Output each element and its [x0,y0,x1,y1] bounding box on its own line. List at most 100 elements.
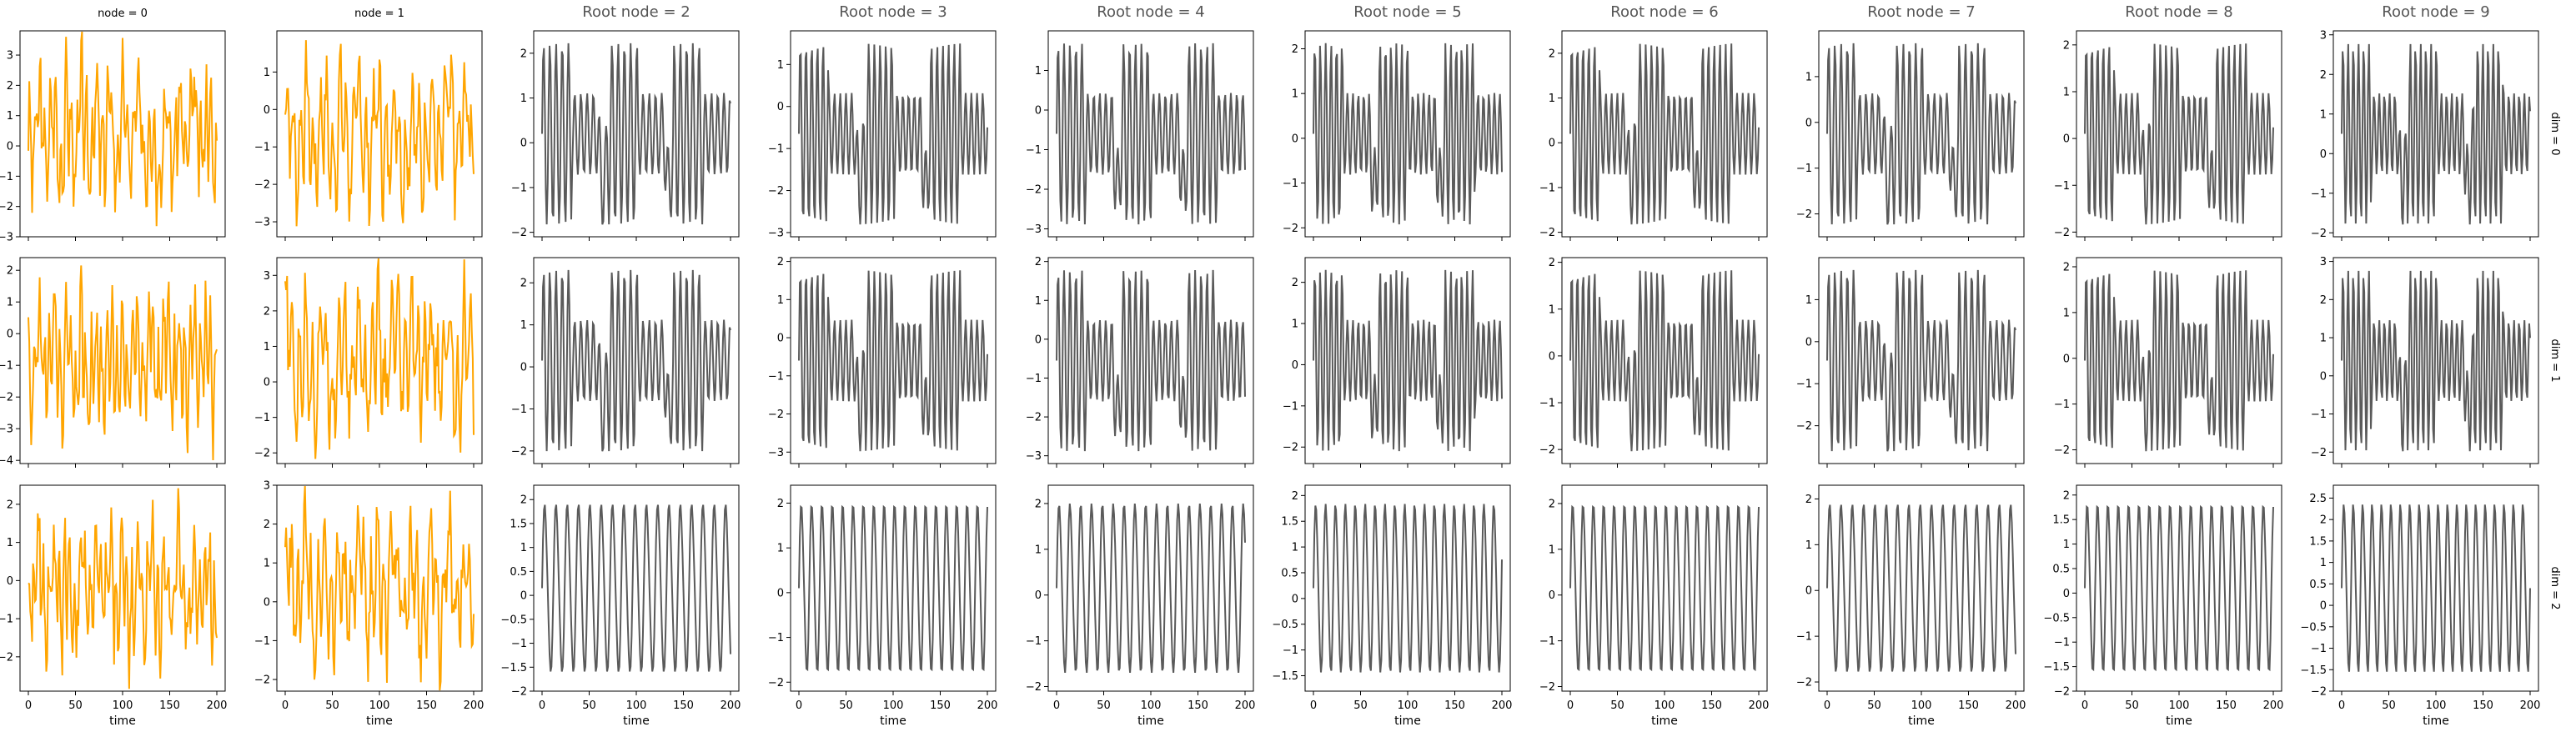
y-tick-label: −2 [1539,681,1555,694]
subplot: −2 −1 0 1 2 [2054,257,2282,468]
y-tick-label: 0 [2063,588,2070,600]
subplot: −2 −1 0 1 2 0 50 100 150 200 time [1539,484,1769,728]
y-tick-label: 2 [7,80,13,93]
y-tick-label: −2 [2054,686,2070,699]
y-tick-label: 2 [264,305,270,318]
y-tick-label: −1 [2054,637,2070,649]
y-tick-label: 1 [264,67,270,79]
y-tick-label: −1 [254,142,270,154]
y-tick-label: 0 [2063,133,2070,146]
subplot: −4 −3 −2 −1 0 1 2 [0,257,226,468]
y-tick-label: 3 [2320,29,2327,42]
subplot: −2 −1 0 1 [1796,257,2025,468]
y-tick-label: 3 [264,480,270,493]
y-tick-label: −2 [254,448,270,460]
y-tick-label: 1 [520,542,527,554]
y-tick-label: −1 [1026,144,1042,157]
y-tick-label: 1 [2320,333,2327,345]
y-tick-label: 1.5 [2309,535,2327,548]
x-tick-label: 0 [1824,699,1830,712]
y-tick-label: 2 [1805,494,1812,506]
x-tick-label: 100 [113,699,133,712]
y-tick-label: 0 [1035,589,1042,602]
subplot: −2 −1 0 1 2 0 50 100 150 200 time [1796,484,2026,728]
y-tick-label: −1 [1026,635,1042,648]
y-tick-label: −1.5 [1272,670,1298,683]
y-tick-label: 0 [264,104,270,117]
y-tick-label: 2 [520,494,527,507]
series-line [2341,43,2531,225]
x-tick-label: 150 [2216,699,2237,712]
y-tick-label: 2 [1549,48,1555,60]
series-line [1569,270,1760,452]
y-tick-label: −2 [254,179,270,192]
y-tick-label: −0.5 [2300,621,2327,634]
subplot: −2 −1 0 1 2 0 50 100 150 200 time [0,484,227,728]
x-tick-label: 0 [796,699,802,712]
x-tick-label: 150 [2473,699,2493,712]
x-tick-label: 0 [1053,699,1060,712]
series-line [1313,43,1503,225]
x-tick-label: 150 [1444,699,1465,712]
y-tick-label: −2 [511,227,527,239]
y-tick-label: −2 [1026,412,1042,424]
y-tick-label: −3 [254,217,270,229]
y-tick-label: 0 [7,141,13,153]
y-tick-label: 2 [2320,294,2327,307]
y-tick-label: −1 [511,182,527,194]
y-tick-label: 2 [7,499,13,511]
y-tick-label: −3 [768,227,784,239]
series-line [2084,270,2274,452]
y-tick-label: −3 [1026,450,1042,463]
x-tick-label: 50 [68,699,83,712]
column-title: Root node = 3 [839,3,947,21]
y-tick-label: 1 [2063,86,2070,98]
y-tick-label: −2 [1026,681,1042,694]
y-tick-label: −1 [2054,399,2070,411]
y-tick-label: −1 [1796,631,1812,644]
x-axis-label: time [1137,714,1164,728]
y-tick-label: 0 [7,328,13,341]
series-line [1569,504,1760,672]
series-line [2084,504,2274,672]
series-line [798,270,988,452]
y-tick-label: −1.5 [500,662,527,674]
y-tick-label: −1 [0,171,13,183]
column-title: Root node = 9 [2382,3,2489,21]
y-tick-label: −2 [2311,447,2327,459]
series-line [798,504,988,672]
series-line [28,31,218,227]
y-tick-label: −2 [1539,444,1555,457]
y-tick-label: 1 [2063,307,2070,319]
x-tick-label: 0 [282,699,289,712]
y-tick-label: 0.5 [1281,567,1298,579]
y-tick-label: −1 [1283,644,1298,657]
x-tick-label: 100 [2169,699,2190,712]
subplot: −2 −1 0 1 2 3 dim = 0 [2311,29,2561,241]
series-line [541,43,731,225]
x-tick-label: 150 [159,699,180,712]
subplot: −2 −1 0 1 [1796,30,2025,241]
x-axis-label: time [1394,714,1421,728]
y-tick-label: 0 [2320,600,2327,613]
y-tick-label: 0 [520,590,527,603]
x-tick-label: 200 [2263,699,2284,712]
y-tick-label: −1 [511,404,527,416]
column-title: Root node = 7 [1867,3,1975,21]
y-tick-label: 0 [1292,133,1298,145]
y-tick-label: 0 [1035,333,1042,346]
y-tick-label: −3 [0,424,13,436]
y-tick-label: 0 [2063,353,2070,365]
y-tick-label: 1 [7,297,13,309]
y-tick-label: −1 [1539,398,1555,410]
y-tick-label: 2 [7,265,13,278]
y-tick-label: 1 [2320,108,2327,121]
y-tick-label: 2 [1035,256,1042,268]
y-tick-label: 2 [2063,489,2070,502]
x-axis-label: time [880,714,906,728]
x-tick-label: 50 [325,699,339,712]
series-line [284,485,475,691]
subplot: −2 −1 0 1 2 0 50 100 150 200 time [1026,484,1255,728]
subplot: −2 −1 0 1 2 3 [254,257,483,468]
x-tick-label: 50 [2125,699,2139,712]
